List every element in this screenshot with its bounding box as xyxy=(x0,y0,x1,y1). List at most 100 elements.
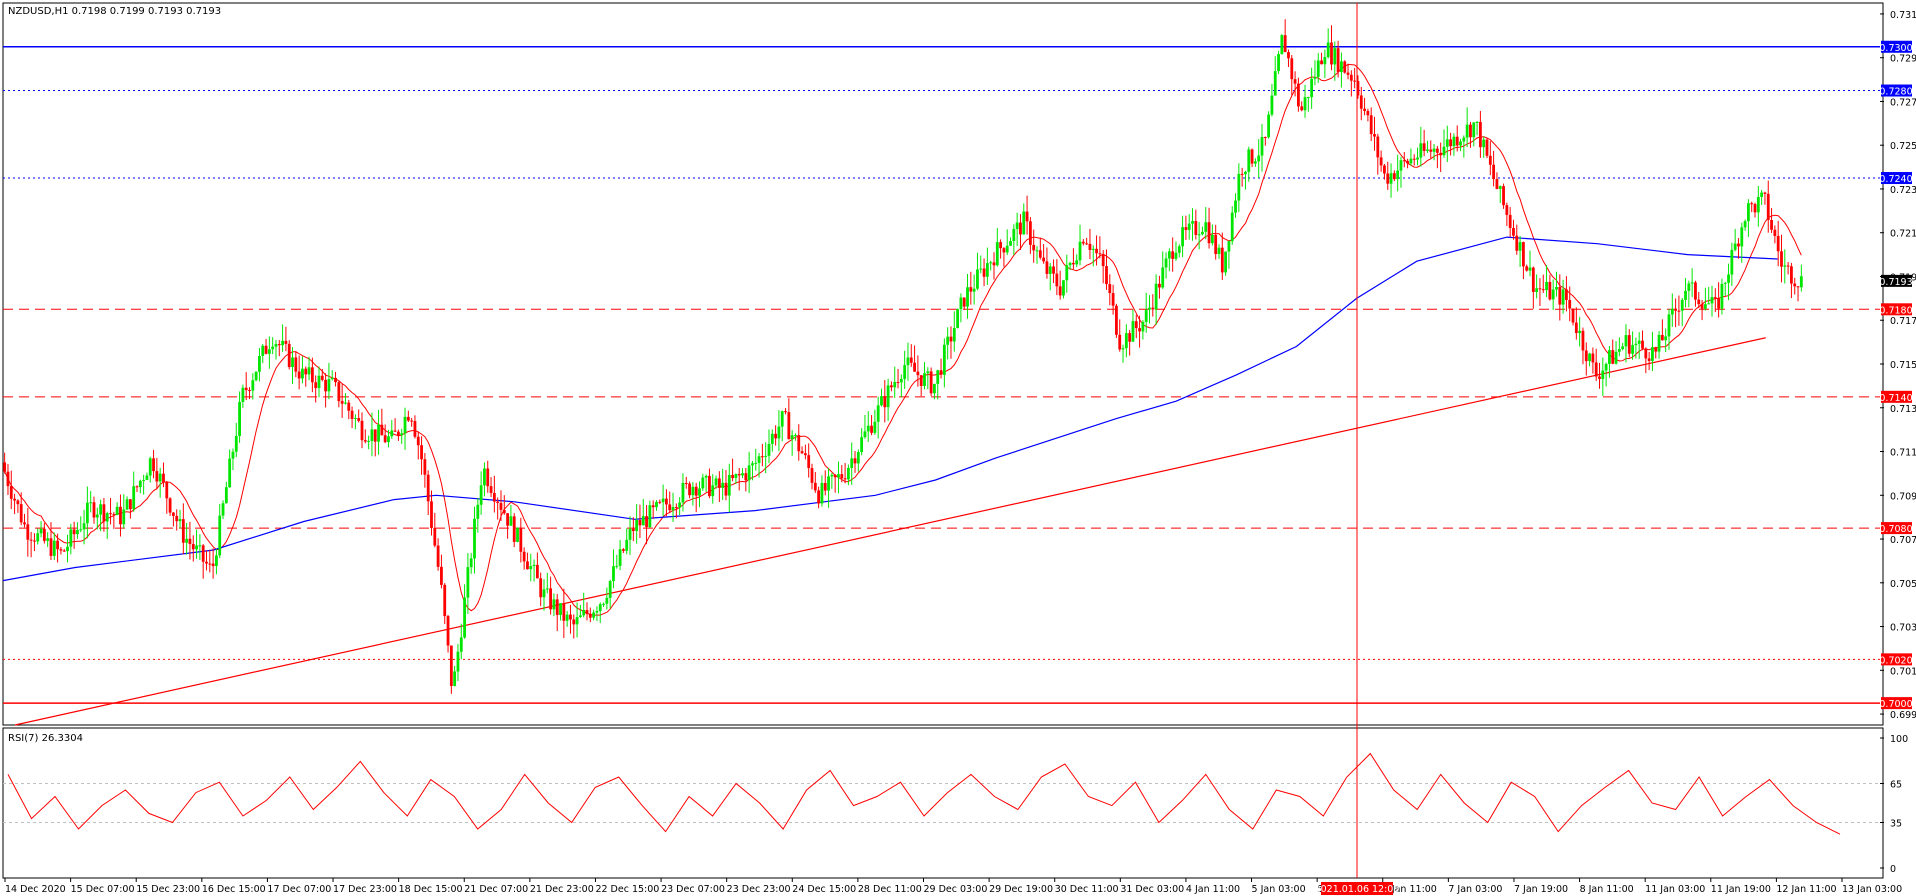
candle-body-464 xyxy=(1538,288,1542,290)
candle-body-55 xyxy=(185,538,189,543)
candle-body-526 xyxy=(1743,221,1747,228)
candle-body-207 xyxy=(688,483,691,496)
candle-body-469 xyxy=(1555,286,1558,290)
candle-body-81 xyxy=(271,346,275,350)
candle-body-335 xyxy=(1111,293,1115,306)
candle-body-158 xyxy=(526,561,529,570)
candle-body-61 xyxy=(205,561,208,564)
candle-body-393 xyxy=(1303,97,1307,111)
candle-body-352 xyxy=(1167,251,1171,259)
candle-body-249 xyxy=(827,476,830,491)
candle-body-531 xyxy=(1760,192,1764,197)
candle-body-365 xyxy=(1210,234,1214,244)
candle-body-99 xyxy=(330,377,334,380)
candle-body-135 xyxy=(449,645,453,686)
candle-body-156 xyxy=(519,527,523,552)
candle-body-282 xyxy=(936,370,940,384)
candle-body-76 xyxy=(254,371,258,381)
candle-body-472 xyxy=(1565,289,1568,300)
candle-body-173 xyxy=(575,617,579,625)
candle-body-48 xyxy=(162,473,165,483)
candle-body-300 xyxy=(995,242,999,266)
candle-body-122 xyxy=(406,416,410,421)
candle-body-519 xyxy=(1720,283,1724,309)
candle-body-133 xyxy=(443,584,447,617)
candle-body-376 xyxy=(1247,149,1251,172)
candle-body-497 xyxy=(1647,358,1651,361)
candle-body-512 xyxy=(1697,299,1701,305)
candle-body-380 xyxy=(1260,137,1264,156)
price-tick-label-0.7135: 0.7135 xyxy=(1890,404,1916,415)
candle-body-200 xyxy=(665,498,668,505)
candle-body-429 xyxy=(1422,143,1426,151)
candle-body-322 xyxy=(1068,262,1072,266)
candle-body-384 xyxy=(1273,71,1277,96)
candle-body-404 xyxy=(1340,61,1343,73)
candle-body-96 xyxy=(320,375,324,380)
candle-body-95 xyxy=(317,375,321,389)
candle-body-181 xyxy=(602,603,605,605)
trendline xyxy=(14,337,1766,726)
candle-body-350 xyxy=(1161,267,1165,288)
candle-body-351 xyxy=(1164,258,1168,268)
candle-body-192 xyxy=(638,519,642,526)
candle-body-240 xyxy=(797,434,801,452)
candle-body-60 xyxy=(201,545,205,562)
candle-body-20 xyxy=(69,529,73,547)
price-tick-label-0.7215: 0.7215 xyxy=(1890,229,1916,240)
candle-body-496 xyxy=(1644,348,1648,359)
candle-body-32 xyxy=(109,513,112,515)
candle-body-21 xyxy=(72,529,76,535)
candle-body-243 xyxy=(807,455,811,469)
candle-body-298 xyxy=(989,262,993,264)
candle-body-427 xyxy=(1416,157,1419,160)
candle-body-481 xyxy=(1594,362,1598,377)
candle-body-64 xyxy=(215,555,218,567)
candle-body-446 xyxy=(1478,121,1482,148)
candle-body-206 xyxy=(684,482,688,484)
candle-body-480 xyxy=(1591,353,1595,363)
candle-body-476 xyxy=(1578,330,1582,334)
candle-body-189 xyxy=(628,528,632,540)
candle-body-50 xyxy=(168,498,172,513)
crosshair-time-tag xyxy=(1321,882,1393,895)
candle-body-370 xyxy=(1227,241,1231,252)
candle-body-193 xyxy=(641,516,645,526)
candle-body-466 xyxy=(1545,281,1548,291)
candle-body-139 xyxy=(463,597,466,638)
candle-body-412 xyxy=(1366,111,1370,116)
time-tick-label-14: 29 Dec 03:00 xyxy=(924,884,988,895)
candle-body-79 xyxy=(264,345,268,354)
candle-body-396 xyxy=(1313,76,1317,79)
candle-body-107 xyxy=(357,418,361,421)
candle-body-33 xyxy=(112,514,116,516)
candle-body-325 xyxy=(1078,241,1082,261)
candle-body-520 xyxy=(1723,282,1727,284)
time-tick-label-10: 23 Dec 07:00 xyxy=(661,884,725,895)
candle-body-114 xyxy=(380,424,384,436)
candle-body-161 xyxy=(535,564,539,579)
trendline-layer[interactable] xyxy=(14,337,1766,726)
candle-body-223 xyxy=(741,473,744,476)
candle-body-311 xyxy=(1032,244,1036,251)
candle-body-467 xyxy=(1548,281,1552,300)
candle-body-494 xyxy=(1637,340,1641,344)
candle-body-538 xyxy=(1783,265,1787,267)
candle-body-357 xyxy=(1184,227,1188,230)
candle-body-104 xyxy=(347,402,351,411)
candle-body-297 xyxy=(985,263,989,277)
candle-body-211 xyxy=(701,477,705,489)
candle-body-273 xyxy=(906,357,910,366)
candle-body-31 xyxy=(105,513,109,522)
level-label-0.7240: 0.7240 xyxy=(1879,174,1912,185)
candle-body-93 xyxy=(310,367,314,383)
candle-body-293 xyxy=(972,288,976,292)
candle-body-201 xyxy=(668,504,672,511)
candle-body-63 xyxy=(211,563,215,567)
candle-body-126 xyxy=(420,445,423,460)
candle-body-134 xyxy=(446,616,450,646)
candle-body-129 xyxy=(430,501,433,528)
candle-body-368 xyxy=(1220,247,1224,273)
candle-body-280 xyxy=(929,371,933,394)
